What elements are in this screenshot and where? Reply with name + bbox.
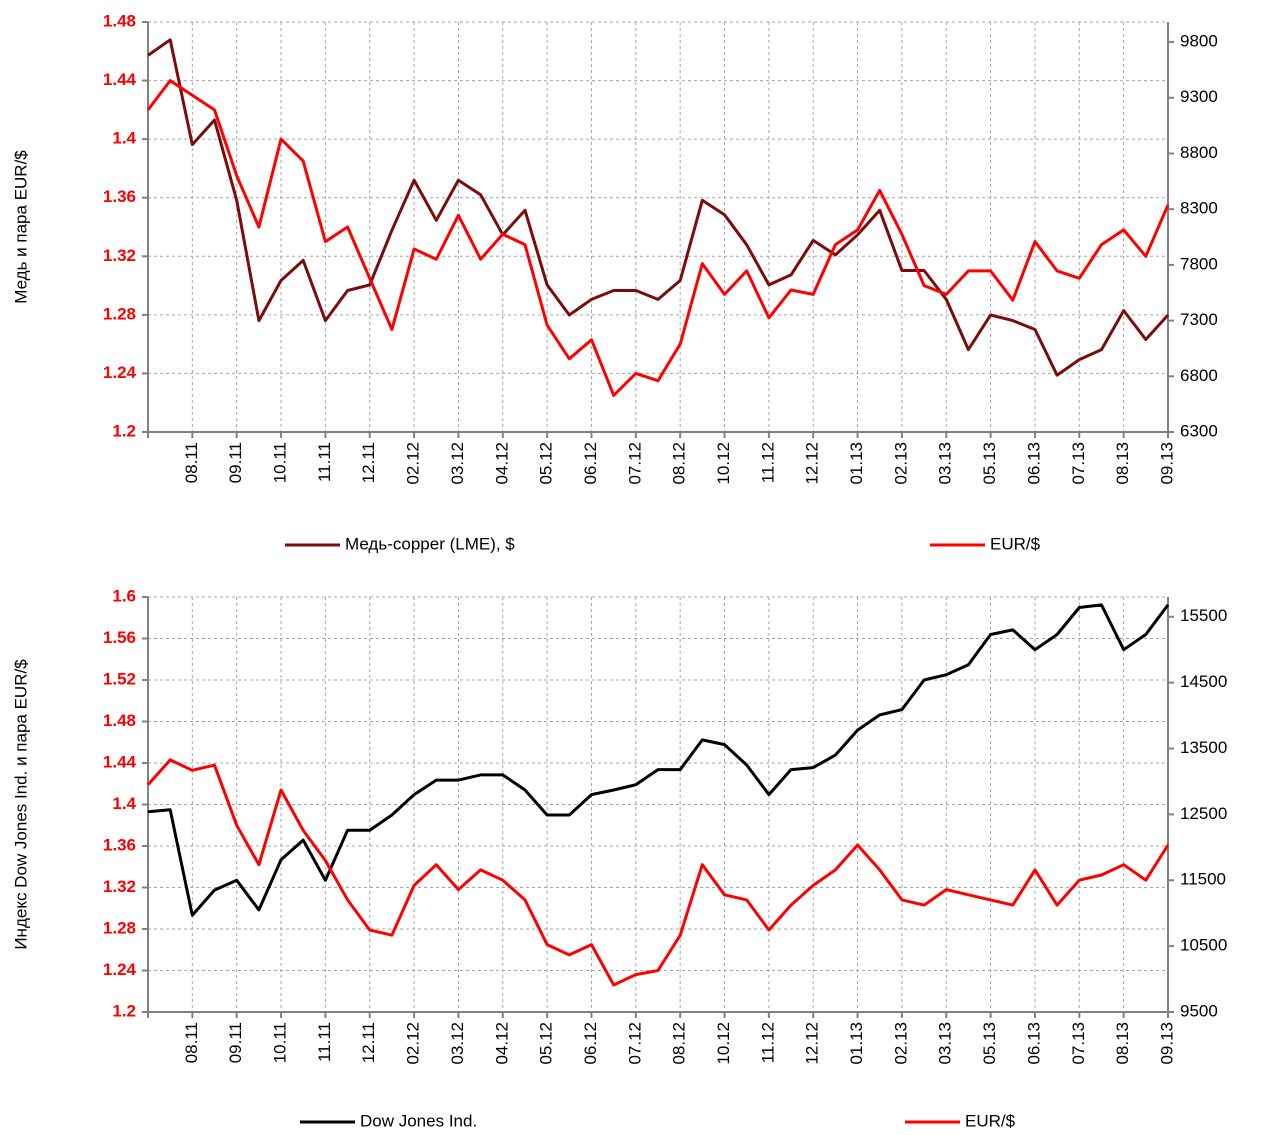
x-tick-label: 02.12 [404, 1022, 423, 1065]
y-tick-label: 1.44 [103, 70, 137, 89]
series-line [147, 603, 1170, 917]
y2-tick-label: 7300 [1180, 310, 1218, 329]
x-tick-label: 09.11 [226, 442, 245, 483]
x-tick-label: 05.13 [980, 442, 999, 485]
x-tick-label: 08.11 [182, 442, 201, 483]
y2-tick-label: 10500 [1180, 936, 1227, 955]
y-tick-label: 1.28 [103, 304, 136, 323]
y-tick-label: 1.24 [103, 363, 137, 382]
x-tick-label: 06.12 [581, 442, 600, 485]
x-tick-label: 11.11 [315, 1022, 334, 1062]
x-tick-label: 07.12 [625, 442, 644, 485]
x-tick-label: 10.11 [271, 1022, 290, 1063]
y2-tick-label: 7800 [1180, 254, 1218, 273]
y-tick-label: 1.36 [103, 187, 136, 206]
x-tick-label: 03.13 [936, 1022, 955, 1065]
x-tick-label: 08.13 [1113, 442, 1132, 485]
series-line [146, 79, 1170, 397]
x-tick-label: 01.13 [847, 1022, 866, 1065]
x-tick-label: 06.12 [581, 1022, 600, 1065]
y2-tick-label: 13500 [1180, 738, 1227, 757]
y2-tick-label: 6800 [1180, 366, 1218, 385]
legend-label: Dow Jones Ind. [360, 1111, 477, 1130]
y-tick-label: 1.2 [112, 421, 136, 440]
y2-tick-label: 9500 [1180, 1001, 1218, 1020]
x-tick-label: 12.11 [359, 442, 378, 483]
x-tick-label: 07.13 [1069, 442, 1088, 485]
y2-tick-label: 8800 [1180, 143, 1218, 162]
x-tick-label: 06.13 [1024, 442, 1043, 485]
y2-tick-label: 15500 [1180, 606, 1227, 625]
y-tick-label: 1.48 [103, 11, 136, 30]
y-tick-label: 1.48 [103, 711, 136, 730]
x-tick-label: 11.11 [315, 442, 334, 482]
x-tick-label: 11.12 [758, 442, 777, 483]
x-tick-label: 12.11 [359, 1022, 378, 1063]
x-tick-label: 02.13 [891, 1022, 910, 1065]
x-tick-label: 11.12 [758, 1022, 777, 1063]
x-tick-label: 09.13 [1157, 442, 1176, 485]
y2-tick-label: 14500 [1180, 672, 1227, 691]
x-tick-label: 09.11 [226, 1022, 245, 1063]
y-tick-label: 1.6 [112, 586, 136, 605]
x-tick-label: 08.12 [670, 1022, 689, 1065]
x-tick-label: 08.13 [1113, 1022, 1132, 1065]
x-tick-label: 08.11 [182, 1022, 201, 1063]
y2-tick-label: 12500 [1180, 804, 1227, 823]
y-tick-label: 1.2 [112, 1001, 136, 1020]
y-tick-label: 1.44 [103, 752, 137, 771]
y2-tick-label: 11500 [1180, 870, 1226, 889]
y-axis-title: Индекс Dow Jones Ind. и пара EUR/$ [11, 659, 30, 950]
x-tick-label: 03.12 [448, 1022, 467, 1065]
x-tick-label: 12.12 [803, 1022, 822, 1065]
x-tick-label: 01.13 [847, 442, 866, 485]
y-tick-label: 1.56 [103, 628, 136, 647]
y2-tick-label: 8300 [1180, 199, 1218, 218]
x-tick-label: 08.12 [670, 442, 689, 485]
y-tick-label: 1.32 [103, 877, 136, 896]
x-tick-label: 06.13 [1024, 1022, 1043, 1065]
y2-tick-label: 9800 [1180, 32, 1218, 51]
y-tick-label: 1.52 [103, 669, 136, 688]
x-tick-label: 02.12 [404, 442, 423, 485]
x-tick-label: 04.12 [492, 442, 511, 485]
x-tick-label: 09.13 [1157, 1022, 1176, 1065]
series-line [147, 38, 1170, 377]
legend-label: EUR/$ [990, 534, 1041, 553]
y-axis-title: Медь и пара EUR/$ [11, 150, 30, 304]
x-tick-label: 03.13 [936, 442, 955, 485]
x-tick-label: 07.13 [1069, 1022, 1088, 1065]
x-tick-label: 07.12 [625, 1022, 644, 1065]
y-tick-label: 1.24 [103, 960, 137, 979]
series-line [146, 758, 1170, 987]
x-tick-label: 10.11 [271, 442, 290, 483]
x-tick-label: 05.13 [980, 1022, 999, 1065]
y-tick-label: 1.28 [103, 918, 136, 937]
legend-label: Медь-copper (LME), $ [345, 534, 515, 553]
x-tick-label: 12.12 [803, 442, 822, 485]
x-tick-label: 05.12 [537, 1022, 556, 1065]
x-tick-label: 10.12 [714, 1022, 733, 1065]
x-tick-label: 02.13 [891, 442, 910, 485]
y-tick-label: 1.32 [103, 246, 136, 265]
x-tick-label: 10.12 [714, 442, 733, 485]
x-tick-label: 05.12 [537, 442, 556, 485]
x-tick-label: 04.12 [492, 1022, 511, 1065]
y2-tick-label: 6300 [1180, 421, 1218, 440]
y2-tick-label: 9300 [1180, 87, 1218, 106]
y-tick-label: 1.4 [112, 129, 136, 148]
y-tick-label: 1.36 [103, 835, 136, 854]
legend-label: EUR/$ [965, 1111, 1016, 1130]
x-tick-label: 03.12 [448, 442, 467, 485]
y-tick-label: 1.4 [112, 794, 136, 813]
